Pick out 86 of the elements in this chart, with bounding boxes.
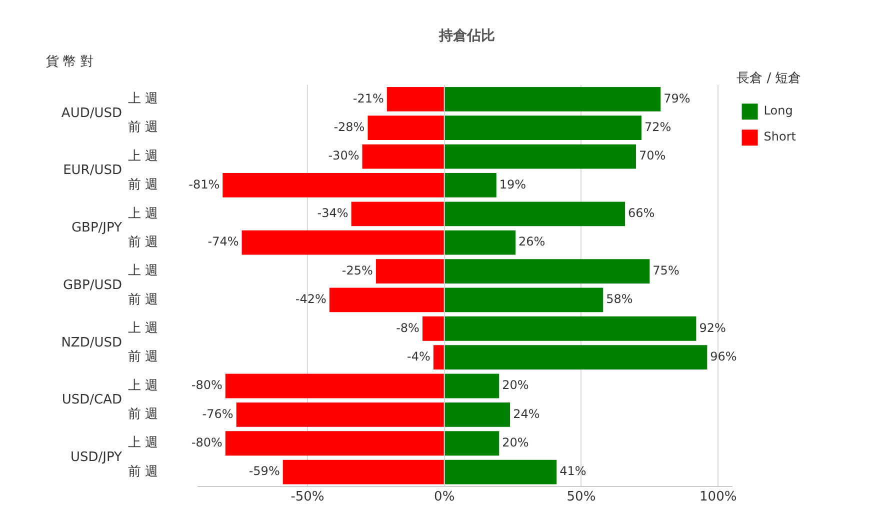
bar	[242, 230, 444, 255]
data-label: -34%	[317, 206, 348, 220]
y-tick-label: 前 週	[128, 234, 158, 250]
data-label: -8%	[396, 320, 420, 335]
bar	[362, 144, 444, 169]
x-tick-label: -50%	[290, 490, 324, 505]
data-label: 41%	[560, 464, 586, 478]
bar	[444, 259, 650, 284]
text: USD/JPY	[70, 450, 122, 466]
data-label: -59%	[248, 464, 280, 478]
bar	[444, 230, 516, 255]
data-label: -80%	[191, 378, 222, 392]
data-label: -28%	[334, 120, 365, 134]
text: USD/CAD	[62, 392, 122, 408]
bar	[433, 345, 444, 370]
data-label: 19%	[499, 177, 526, 192]
text: EUR/USD	[63, 163, 122, 178]
data-label: -25%	[342, 263, 373, 278]
bar	[444, 202, 626, 226]
bar	[444, 345, 708, 370]
y-tick-label: 前 週	[128, 120, 158, 136]
data-label: 79%	[664, 91, 690, 106]
y-tick-label: 前 週	[128, 464, 158, 480]
bar	[225, 431, 444, 456]
x-tick-label: 0%	[434, 490, 455, 505]
data-label: 58%	[606, 292, 633, 306]
bar	[282, 460, 444, 484]
text: NZD/USD	[61, 335, 122, 350]
y-tick-label: 前 週	[128, 292, 158, 308]
y-tick-label: 上 週	[128, 206, 158, 222]
y-tick-label: 上 週	[128, 148, 158, 164]
bar	[329, 288, 444, 312]
y-tick-label: 前 週	[128, 178, 158, 193]
bar	[376, 259, 444, 284]
bar	[444, 431, 500, 456]
data-label: 92%	[699, 320, 726, 335]
bar	[422, 316, 444, 341]
legend-label: Long	[764, 104, 793, 118]
bar	[444, 86, 661, 112]
y-axis-title: 貨 幣 對	[46, 54, 94, 70]
data-label: 20%	[502, 378, 529, 392]
data-label: -74%	[208, 234, 239, 249]
data-label: -21%	[352, 91, 384, 106]
bar	[236, 402, 444, 427]
data-label: 20%	[502, 435, 529, 450]
bar	[444, 402, 510, 427]
bar	[222, 173, 444, 198]
legend-title: 長倉 / 短倉	[736, 70, 802, 86]
y-tick-label: 上 週	[128, 264, 158, 279]
data-label: -76%	[202, 406, 234, 421]
bar	[351, 202, 444, 226]
y-tick-label: 上 週	[128, 321, 158, 336]
data-label: -80%	[191, 435, 222, 450]
bar	[225, 374, 444, 398]
bar	[444, 460, 557, 484]
bar	[368, 116, 444, 140]
bar	[386, 86, 444, 112]
bar	[444, 144, 636, 169]
text: GBP/JPY	[71, 220, 122, 236]
data-label: 66%	[628, 206, 655, 220]
x-tick-label: 50%	[566, 490, 596, 505]
bar	[444, 316, 696, 341]
data-label: 96%	[710, 349, 737, 364]
data-label: -30%	[328, 148, 360, 163]
text: AUD/USD	[61, 106, 122, 121]
bar	[444, 374, 500, 398]
y-tick-label: 上 週	[128, 436, 158, 451]
data-label: -4%	[407, 349, 430, 364]
y-tick-label: 前 週	[128, 407, 158, 422]
x-tick-label: 100%	[700, 490, 737, 505]
data-label: 26%	[518, 234, 546, 249]
y-tick-label: 上 週	[128, 92, 158, 107]
data-label: 72%	[644, 120, 672, 134]
bar	[444, 173, 496, 198]
data-label: 24%	[513, 406, 540, 421]
data-label: -81%	[188, 177, 220, 192]
y-tick-label: 前 週	[128, 350, 158, 365]
chart-title: 持倉佔比	[438, 28, 495, 44]
data-label: 75%	[652, 263, 680, 278]
bar	[444, 116, 642, 140]
text: GBP/USD	[63, 278, 122, 293]
legend-label: Short	[764, 130, 796, 144]
bar	[444, 288, 604, 312]
data-label: -42%	[295, 292, 326, 306]
y-tick-label: 上 週	[128, 378, 158, 394]
data-label: 70%	[638, 148, 666, 163]
